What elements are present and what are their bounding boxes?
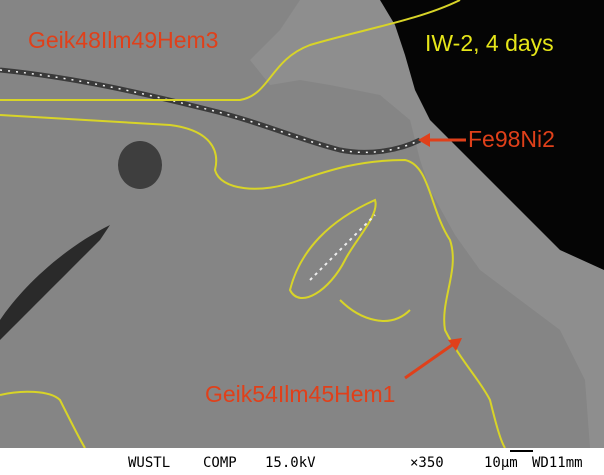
phase-label: Geik48Ilm49Hem3 [28,27,218,53]
voltage: 15.0kV [265,455,316,471]
condition-label: IW-2, 4 days [425,30,554,56]
phase-label: Geik54Ilm45Hem1 [205,381,395,407]
pit [118,141,162,189]
lab: WUSTL [128,455,170,471]
metal-label: Fe98Ni2 [468,126,555,152]
mode: COMP [203,455,237,471]
magnification: ×350 [410,455,444,471]
micrograph: Geik48Ilm49Hem3 IW-2, 4 days Fe98Ni2 Gei… [0,0,604,475]
scale: 10µm [484,455,518,471]
working-distance: WD11mm [532,455,583,471]
